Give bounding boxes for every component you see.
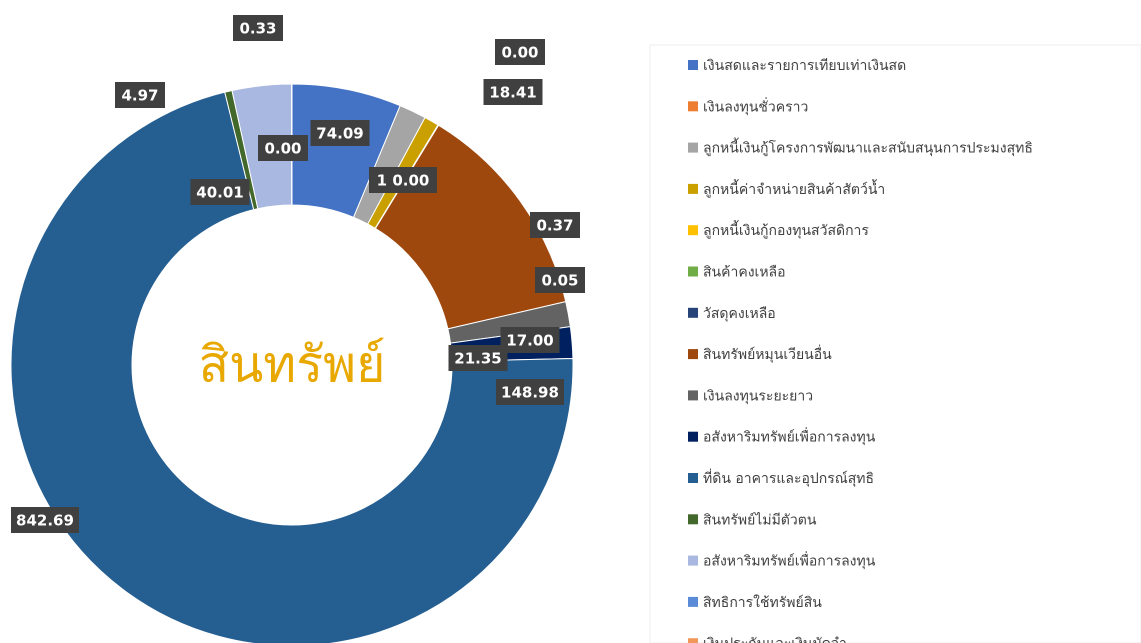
legend-label: เงินประกันและเงินมัดจำ xyxy=(703,636,847,643)
data-label: 0.33 xyxy=(239,20,276,38)
legend-label: ลูกหนี้เงินกู้โครงการพัฒนาและสนับสนุนการ… xyxy=(703,138,1033,157)
legend-label: อสังหาริมทรัพย์เพื่อการลงทุน xyxy=(703,552,876,570)
data-label-box xyxy=(500,327,560,353)
legend-label: วัสดุคงเหลือ xyxy=(703,306,776,322)
legend-swatch xyxy=(688,266,698,277)
legend-swatch xyxy=(688,101,698,112)
data-label: 0.00 xyxy=(264,140,301,158)
data-label-box xyxy=(535,267,585,293)
chart-title: สินทรัพย์ xyxy=(199,336,386,394)
data-label: 18.41 xyxy=(489,84,536,102)
data-label: 17.00 xyxy=(506,332,553,350)
legend-label: สินทรัพย์ไม่มีตัวตน xyxy=(703,511,817,528)
data-label-box xyxy=(310,120,370,146)
legend-label: สินทรัพย์หมุนเวียนอื่น xyxy=(703,345,832,363)
legend-swatch xyxy=(688,555,698,566)
data-label: 74.09 xyxy=(316,125,363,143)
legend-label: ที่ดิน อาคารและอุปกรณ์สุทธิ xyxy=(703,469,874,487)
legend-swatch xyxy=(688,307,698,318)
legend-swatch xyxy=(688,349,698,360)
legend-swatch xyxy=(688,431,698,442)
legend-frame xyxy=(649,44,1141,643)
legend-swatch xyxy=(688,142,698,153)
donut-segment xyxy=(10,91,574,643)
data-label-box xyxy=(496,379,564,405)
data-label: 4.97 xyxy=(121,87,158,105)
legend-swatch xyxy=(688,596,698,607)
data-label-box xyxy=(369,167,437,193)
legend-label: ลูกหนี้เงินกู้กองทุนสวัสดิการ xyxy=(703,220,869,239)
legend-label: ลูกหนี้ค่าจำหน่ายสินค้าสัตว์น้ำ xyxy=(703,179,885,198)
data-label: 842.69 xyxy=(16,512,74,530)
data-label: 0.37 xyxy=(536,217,573,235)
legend-label: เงินสดและรายการเทียบเท่าเงินสด xyxy=(703,58,906,74)
data-label: 40.01 xyxy=(196,184,243,202)
legend-label: สินค้าคงเหลือ xyxy=(703,265,786,281)
legend-swatch xyxy=(688,390,698,401)
data-label-box xyxy=(190,179,250,205)
legend-label: เงินลงทุนชั่วคราว xyxy=(703,97,808,115)
legend-label: สิทธิการใช้ทรัพย์สิน xyxy=(703,594,822,611)
data-label-box xyxy=(448,345,508,371)
data-label-box xyxy=(530,212,580,238)
legend-swatch xyxy=(688,183,698,194)
data-label: 21.35 xyxy=(454,350,501,368)
legend-swatch xyxy=(688,225,698,236)
legend-label: อสังหาริมทรัพย์เพื่อการลงทุน xyxy=(703,428,876,446)
legend: เงินสดและรายการเทียบเท่าเงินสดเงินลงทุนช… xyxy=(688,58,1033,643)
data-label-box xyxy=(483,79,543,105)
data-label-box xyxy=(115,82,165,108)
legend-swatch xyxy=(688,514,698,525)
legend-swatch xyxy=(688,60,698,70)
legend-label: เงินลงทุนระยะยาว xyxy=(703,388,813,404)
data-label: 0.00 xyxy=(501,44,538,62)
legend-swatch xyxy=(688,638,698,643)
data-label-box xyxy=(11,507,79,533)
data-label-box xyxy=(495,39,545,65)
data-label-box xyxy=(258,135,308,161)
data-label-box xyxy=(233,15,283,41)
legend-swatch xyxy=(688,473,698,483)
data-label: 148.98 xyxy=(501,384,559,402)
data-label: 1 0.00 xyxy=(377,172,430,190)
data-label: 0.05 xyxy=(541,272,578,290)
